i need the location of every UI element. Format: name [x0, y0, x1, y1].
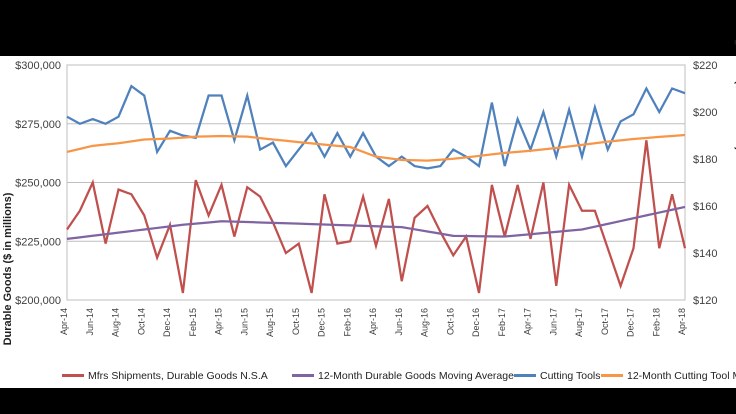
svg-text:Aug-14: Aug-14	[111, 308, 121, 337]
svg-text:Feb-15: Feb-15	[188, 308, 198, 337]
svg-text:Oct-16: Oct-16	[445, 308, 455, 335]
svg-text:$220: $220	[693, 60, 717, 72]
svg-text:Aug-16: Aug-16	[420, 308, 430, 337]
svg-text:Apr-18: Apr-18	[677, 308, 687, 335]
svg-text:Apr-14: Apr-14	[59, 308, 69, 335]
svg-text:$275,000: $275,000	[15, 119, 61, 131]
svg-text:$120: $120	[693, 295, 717, 307]
svg-text:Oct-14: Oct-14	[136, 308, 146, 335]
svg-text:Dec-15: Dec-15	[317, 308, 327, 337]
svg-text:Dec-14: Dec-14	[162, 308, 172, 337]
svg-text:Apr-17: Apr-17	[523, 308, 533, 335]
svg-text:Feb-17: Feb-17	[497, 308, 507, 337]
svg-text:Oct-15: Oct-15	[291, 308, 301, 335]
svg-text:Aug-15: Aug-15	[265, 308, 275, 337]
svg-text:$160: $160	[693, 201, 717, 213]
svg-text:Oct-17: Oct-17	[600, 308, 610, 335]
svg-text:$225,000: $225,000	[15, 236, 61, 248]
svg-text:$200,000: $200,000	[15, 295, 61, 307]
svg-text:$180: $180	[693, 154, 717, 166]
svg-text:$140: $140	[693, 248, 717, 260]
svg-text:$200: $200	[693, 107, 717, 119]
svg-text:Aug-17: Aug-17	[574, 308, 584, 337]
svg-text:Apr-16: Apr-16	[368, 308, 378, 335]
svg-text:Jun-16: Jun-16	[394, 308, 404, 336]
svg-text:Dec-16: Dec-16	[471, 308, 481, 337]
svg-text:Jun-14: Jun-14	[85, 308, 95, 336]
svg-text:Dec-17: Dec-17	[626, 308, 636, 337]
svg-text:$300,000: $300,000	[15, 60, 61, 72]
svg-text:Feb-16: Feb-16	[342, 308, 352, 337]
svg-text:Jun-17: Jun-17	[548, 308, 558, 336]
svg-text:Apr-15: Apr-15	[214, 308, 224, 335]
svg-text:Feb-18: Feb-18	[651, 308, 661, 337]
svg-text:$250,000: $250,000	[15, 178, 61, 190]
svg-text:Jun-15: Jun-15	[239, 308, 249, 336]
